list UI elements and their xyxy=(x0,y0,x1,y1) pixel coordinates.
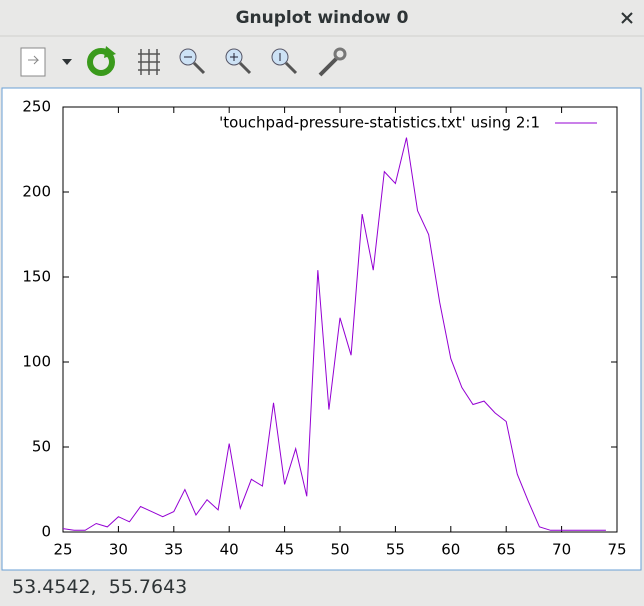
export-button[interactable] xyxy=(20,47,72,77)
y-tick-label: 0 xyxy=(41,523,51,541)
y-tick-label: 100 xyxy=(22,353,51,371)
x-tick-label: 75 xyxy=(607,541,626,559)
settings-button[interactable] xyxy=(318,47,347,77)
close-button[interactable] xyxy=(621,12,633,24)
x-tick-label: 50 xyxy=(330,541,349,559)
x-tick-label: 35 xyxy=(164,541,183,559)
title-bar xyxy=(0,0,644,36)
plot-frame xyxy=(1,87,642,571)
x-tick-label: 25 xyxy=(53,541,72,559)
x-tick-label: 45 xyxy=(275,541,294,559)
y-tick-label: 200 xyxy=(22,183,51,201)
legend-label: 'touchpad-pressure-statistics.txt' using… xyxy=(219,114,540,132)
grid-button[interactable] xyxy=(138,49,160,75)
x-tick-label: 30 xyxy=(109,541,128,559)
x-tick-label: 60 xyxy=(441,541,460,559)
x-tick-label: 55 xyxy=(386,541,405,559)
y-tick-label: 250 xyxy=(22,98,51,116)
zoom-reset-button[interactable] xyxy=(271,48,298,75)
y-tick-label: 50 xyxy=(32,438,51,456)
window-canvas: Gnuplot window 0 25 30 35 40 45 50 55 60 65 70 75 0… xyxy=(0,0,644,571)
x-tick-label: 70 xyxy=(552,541,571,559)
zoom-in-button[interactable] xyxy=(225,48,252,75)
window-title: Gnuplot window 0 xyxy=(236,8,409,28)
data-line xyxy=(62,137,606,531)
y-tick-label: 150 xyxy=(22,268,51,286)
replot-button[interactable] xyxy=(87,46,116,76)
x-tick-label: 65 xyxy=(497,541,516,559)
x-tick-label: 40 xyxy=(220,541,239,559)
zoom-out-button[interactable] xyxy=(179,48,206,75)
status-bar: 53.4542, 55.7643 xyxy=(12,576,188,598)
